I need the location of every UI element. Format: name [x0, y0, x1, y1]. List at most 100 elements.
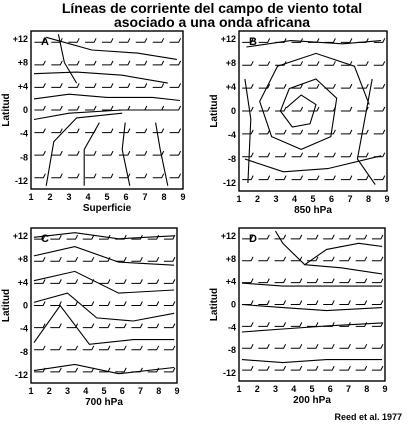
wind-barb [68, 150, 80, 156]
wind-barb [51, 150, 63, 156]
wind-barb [274, 322, 287, 327]
y-tick-label: -8 [228, 345, 236, 355]
x-tick-label: 2 [47, 192, 52, 202]
x-tick-label: 6 [328, 384, 333, 394]
wind-barb [258, 234, 270, 240]
wind-barb [258, 278, 270, 284]
wind-barb [85, 83, 97, 88]
streamline [33, 363, 175, 375]
wind-barb [291, 152, 304, 158]
wind-barb [371, 278, 384, 284]
y-tick-label: 0 [231, 300, 236, 310]
panel-label: C [41, 233, 49, 245]
wind-barb [147, 323, 160, 329]
wind-barb [339, 256, 351, 262]
wind-barb [99, 367, 111, 373]
wind-barb [340, 175, 353, 181]
wind-barb [85, 38, 97, 43]
x-tick-label: 5 [101, 386, 106, 396]
wind-barb [242, 175, 254, 181]
wind-barb [131, 301, 143, 306]
wind-barb [118, 150, 131, 156]
wind-barb [50, 301, 62, 306]
wind-barb [51, 173, 63, 179]
wind-barb [66, 301, 79, 306]
wind-barb [135, 128, 148, 134]
wind-barb [163, 367, 176, 373]
wind-barb [275, 83, 287, 89]
wind-barb [169, 38, 182, 43]
wind-barb [258, 61, 271, 66]
wind-barb [274, 365, 287, 371]
wind-barb [373, 106, 386, 112]
x-tick-label: 4 [83, 386, 88, 396]
x-tick-label: 4 [291, 384, 296, 394]
x-tick-label: 2 [255, 194, 260, 204]
wind-barb [275, 129, 287, 135]
wind-barb [242, 343, 254, 349]
wind-barb [242, 256, 254, 262]
wind-barb [275, 38, 287, 43]
wind-barb [34, 234, 46, 240]
wind-barb [66, 345, 79, 351]
wind-barb [99, 279, 111, 284]
wind-barb [290, 256, 303, 262]
wind-barb [291, 106, 304, 112]
streamline [155, 122, 169, 186]
wind-barb [307, 256, 319, 262]
wind-barb [340, 61, 353, 66]
wind-barb [169, 83, 182, 88]
x-axis-label: Superficie [83, 203, 132, 214]
wind-barb [152, 128, 165, 134]
wind-barb [340, 152, 353, 158]
wind-barb [258, 343, 270, 349]
y-tick-label: 0 [231, 106, 236, 116]
wind-barb [163, 345, 176, 351]
wind-barb [147, 345, 160, 351]
streamline [356, 78, 376, 185]
wind-barb [355, 300, 368, 305]
wind-barb [99, 256, 111, 262]
streamline [241, 322, 383, 333]
wind-barb [258, 365, 270, 371]
wind-barb [152, 38, 165, 43]
wind-barb [34, 38, 46, 43]
wind-barb [82, 279, 95, 284]
wind-barb [274, 278, 287, 284]
wind-barb [152, 173, 165, 179]
y-tick-label: -12 [223, 368, 236, 378]
wind-barb [371, 343, 384, 349]
wind-barb [290, 343, 303, 349]
streamline [33, 71, 168, 84]
wind-barb [258, 322, 270, 327]
wind-barb [102, 83, 114, 88]
wind-barb [242, 38, 254, 43]
wind-barb [357, 38, 369, 43]
wind-barb [68, 60, 80, 66]
y-tick-label: +8 [226, 254, 236, 264]
wind-barb [169, 60, 182, 66]
wind-barb [373, 175, 386, 181]
wind-barb [50, 323, 62, 329]
x-tick-label: 3 [65, 386, 70, 396]
streamline [46, 36, 177, 60]
wind-barb [258, 83, 271, 89]
x-tick-label: 3 [66, 192, 71, 202]
wind-barb [51, 83, 63, 88]
wind-barb [291, 129, 304, 135]
wind-barb [68, 173, 80, 179]
wind-barb [290, 365, 303, 371]
streamline [33, 246, 175, 266]
y-tick-label: 0 [23, 301, 28, 311]
wind-barb [355, 365, 368, 371]
x-tick-label: 9 [384, 194, 389, 204]
wind-barb [115, 279, 127, 284]
wind-barb [169, 150, 182, 156]
wind-barb [50, 234, 62, 240]
streamline [45, 112, 123, 186]
streamline [259, 52, 370, 150]
wind-barb [163, 301, 176, 306]
wind-barb [135, 105, 148, 111]
wind-barb [50, 256, 62, 262]
y-tick-label: -8 [228, 154, 236, 164]
